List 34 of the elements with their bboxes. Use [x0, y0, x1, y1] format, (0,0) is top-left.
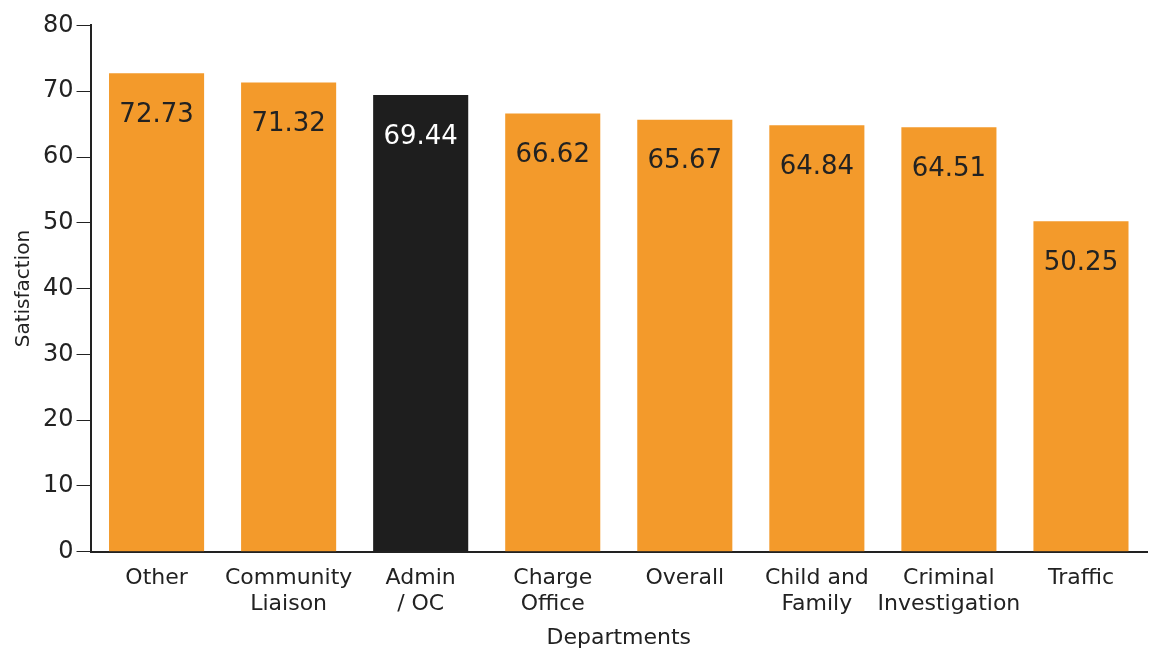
- x-tick-label: Other: [125, 563, 189, 589]
- data-label: 72.73: [119, 97, 194, 128]
- bar: [637, 119, 733, 552]
- x-tick-label: Child and Family: [764, 563, 869, 616]
- data-label: 65.67: [647, 144, 723, 175]
- data-label: 64.84: [779, 149, 855, 180]
- x-axis-title: Departments: [546, 623, 692, 649]
- x-tick-label: Criminal Investigation: [877, 563, 1021, 616]
- y-tick-label: 0: [58, 536, 74, 565]
- y-tick-label: 60: [42, 141, 74, 170]
- y-tick-label: 50: [42, 207, 74, 236]
- data-label: 66.62: [515, 138, 590, 169]
- data-label: 69.44: [383, 119, 458, 150]
- x-tick-label: Admin / OC: [385, 563, 456, 616]
- x-tick-label: Charge Office: [513, 563, 593, 616]
- bar: [769, 125, 865, 552]
- y-tick-label: 80: [42, 9, 74, 38]
- y-tick-label: 30: [42, 338, 74, 367]
- data-label: 50.25: [1043, 245, 1119, 276]
- y-axis-title: Satisfaction: [10, 229, 35, 348]
- y-tick-label: 10: [42, 470, 74, 499]
- x-tick-label: Overall: [645, 563, 725, 589]
- data-label: 64.51: [911, 152, 987, 183]
- bar: [901, 127, 997, 552]
- bar: [1033, 221, 1129, 552]
- y-tick-label: 40: [42, 272, 74, 301]
- y-tick-label: 70: [42, 75, 74, 104]
- bar: [505, 113, 601, 552]
- x-tick-label: Community Liaison: [224, 563, 353, 616]
- bar: [109, 73, 205, 552]
- x-tick-label: Traffic: [1046, 563, 1115, 589]
- y-tick-label: 20: [42, 404, 74, 433]
- bar: [241, 82, 337, 552]
- data-label: 71.32: [251, 107, 326, 138]
